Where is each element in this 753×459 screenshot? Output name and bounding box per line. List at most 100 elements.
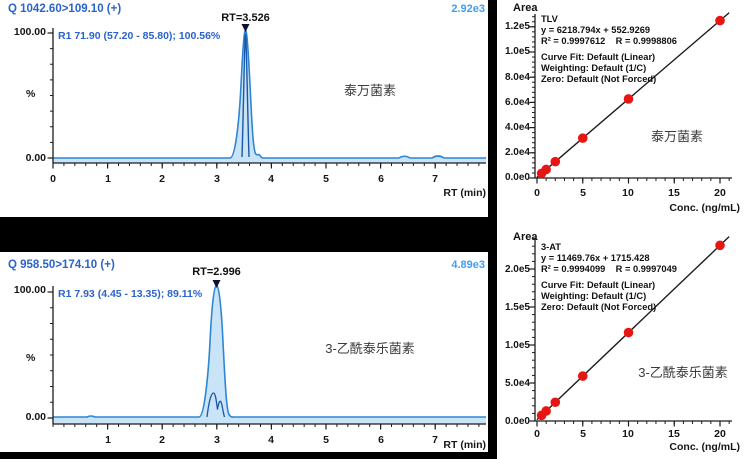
correlation-values: R² = 0.9997612 R = 0.9998806: [541, 36, 677, 46]
max-intensity-label: 4.89e3: [451, 259, 485, 271]
y-tick-label: 0.0e0: [504, 416, 530, 427]
x-tick-label: 15: [668, 187, 680, 199]
y-min-tick-label: 0.00: [25, 411, 46, 423]
y-max-tick-label: 100.00: [13, 284, 46, 296]
y-tick-label: 8.0e4: [504, 72, 530, 83]
chromatogram-panel-3-acetyltylosin: Q 958.50>174.10 (+) 4.89e3 RT=2.996 100.…: [0, 252, 488, 452]
peak-apex-marker: [212, 280, 221, 288]
tylvalosin-chromatogram-plot: [47, 24, 486, 169]
axis-ticks: [47, 291, 480, 430]
axis-ticks: [529, 16, 730, 184]
calibration-point: [541, 406, 551, 416]
x-axis-title: RT (min): [443, 439, 486, 451]
acetyltylosin-chromatogram-plot: [47, 280, 486, 430]
calibration-point: [623, 327, 634, 338]
x-tick-label: 6: [378, 173, 384, 185]
quantifier-trace: [206, 392, 226, 418]
x-tick-label: 1: [105, 434, 111, 446]
compound-name: 泰万菌素: [650, 129, 703, 144]
x-tick-label: 2: [159, 173, 165, 185]
y-max-tick-label: 100.00: [13, 26, 46, 38]
x-tick-label: 10: [622, 187, 634, 199]
x-tick-label: 5: [323, 434, 329, 446]
x-tick-label: 7: [432, 434, 438, 446]
x-tick-label: 5: [323, 173, 329, 185]
regression-equation: y = 6218.794x + 552.9269: [541, 25, 651, 35]
x-tick-label: 6: [378, 434, 384, 446]
y-min-tick-label: 0.00: [25, 152, 46, 164]
y-tick-label: 1.0e5: [504, 46, 530, 57]
calibration-fit-line: [536, 12, 730, 178]
x-tick-label: 7: [432, 173, 438, 185]
zero-label: Zero: Default (Not Forced): [541, 74, 657, 84]
y-tick-label: 1.5e5: [504, 302, 530, 313]
x-tick-label: 10: [622, 428, 634, 440]
x-axis-title: RT (min): [443, 187, 486, 199]
chromatogram-panel-tylvalosin: Q 1042.60>109.10 (+) 2.92e3 RT=3.526 100…: [0, 0, 488, 217]
peak-fill: [53, 30, 486, 163]
analyte-label: TLV: [541, 14, 558, 24]
zero-label: Zero: Default (Not Forced): [541, 302, 657, 312]
curve-fit-label: Curve Fit: Default (Linear): [541, 280, 656, 290]
tlv-calibration-plot: [529, 12, 732, 184]
x-axis-title: Conc. (ng/mL): [669, 441, 740, 453]
calibration-point: [623, 94, 634, 104]
y-axis-title: Area: [513, 231, 538, 243]
x-tick-label: 3: [214, 434, 220, 446]
calibration-point: [550, 397, 561, 408]
chromatogram-trace: [53, 29, 486, 159]
x-tick-label: 0: [534, 187, 540, 199]
compound-name: 3-乙酰泰乐菌素: [638, 365, 728, 380]
y-tick-label: 5.0e4: [504, 378, 530, 389]
x-tick-label: 3: [214, 173, 220, 185]
x-tick-label: 1: [105, 173, 111, 185]
calibration-column: Area TLV y = 6218.794x + 552.9269 R² = 0…: [497, 0, 753, 459]
calibration-point: [541, 164, 551, 175]
x-tick-label: 5: [580, 187, 586, 199]
calibration-panel-3-acetyltylosin: Area 3-AT y = 11469.76x + 1715.428 R² = …: [497, 228, 753, 459]
x-tick-label: 20: [714, 428, 726, 440]
x-axis-title: Conc. (ng/mL): [669, 202, 740, 214]
3at-calibration-plot: [529, 236, 732, 427]
x-tick-label: 20: [714, 187, 726, 199]
y-tick-label: 0.0e0: [504, 172, 530, 183]
correlation-values: R² = 0.9994099 R = 0.9997049: [541, 264, 677, 274]
compound-name: 3-乙酰泰乐菌素: [325, 341, 415, 356]
calibration-point: [550, 156, 561, 167]
x-tick-label: 0: [50, 173, 56, 185]
y-tick-label: 1.2e5: [504, 21, 530, 32]
x-tick-label: 5: [580, 428, 586, 440]
quantifier-trace: [241, 33, 250, 158]
compound-name: 泰万菌素: [343, 83, 396, 98]
y-tick-label: 6.0e4: [504, 97, 530, 108]
peak-rt-label: RT=3.526: [221, 12, 270, 24]
y-tick-label: 2.0e5: [504, 264, 530, 275]
peak-apex-marker: [241, 24, 250, 32]
x-tick-label: 15: [668, 428, 680, 440]
calibration-data: [536, 236, 730, 421]
regression-equation: y = 11469.76x + 1715.428: [541, 253, 650, 263]
calibration-point: [577, 371, 588, 381]
x-tick-label: 0: [534, 428, 540, 440]
peak-rt-label: RT=2.996: [192, 266, 241, 278]
curve-fit-label: Curve Fit: Default (Linear): [541, 52, 656, 62]
ion-ratio-label: R1 71.90 (57.20 - 85.80); 100.56%: [58, 30, 221, 42]
calibration-fit-line: [536, 236, 730, 421]
x-tick-label: 2: [159, 434, 165, 446]
axis-ticks: [47, 32, 480, 169]
y-axis-title: Area: [513, 2, 538, 14]
mrm-transition-label: Q 958.50>174.10 (+): [8, 259, 115, 271]
x-tick-label: 4: [268, 173, 274, 185]
ion-ratio-label: R1 7.93 (4.45 - 13.35); 89.11%: [58, 288, 203, 300]
calibration-data: [536, 12, 730, 179]
y-tick-label: 1.0e5: [504, 340, 530, 351]
mrm-transition-label: Q 1042.60>109.10 (+): [8, 3, 122, 15]
calibration-panel-tylvalosin: Area TLV y = 6218.794x + 552.9269 R² = 0…: [497, 0, 753, 228]
calibration-point: [715, 15, 725, 26]
axis-ticks: [529, 238, 730, 427]
y-tick-label: 4.0e4: [504, 122, 530, 133]
y-axis-unit: %: [26, 88, 36, 100]
analyte-label: 3-AT: [541, 242, 561, 252]
weighting-label: Weighting: Default (1/C): [541, 291, 647, 301]
